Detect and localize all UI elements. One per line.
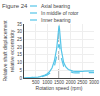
svg-text:2500: 2500	[77, 80, 88, 85]
svg-text:30: 30	[17, 29, 23, 34]
svg-text:35: 35	[17, 22, 23, 27]
svg-text:10: 10	[17, 60, 23, 65]
svg-text:In middle of rotor: In middle of rotor	[41, 10, 79, 16]
svg-text:1500: 1500	[54, 80, 65, 85]
svg-text:Inner bearing: Inner bearing	[41, 17, 71, 23]
svg-text:1000: 1000	[42, 80, 53, 85]
svg-text:2000: 2000	[66, 80, 77, 85]
svg-text:20: 20	[17, 45, 23, 50]
svg-text:Rotation speed (rpm): Rotation speed (rpm)	[36, 85, 83, 91]
svg-text:Axial bearing: Axial bearing	[41, 3, 70, 9]
svg-text:Relative shaft displacementrel: Relative shaft displacementrelative ecce…	[2, 20, 15, 82]
svg-text:25: 25	[17, 37, 23, 42]
svg-text:500: 500	[32, 80, 40, 85]
svg-text:15: 15	[17, 52, 23, 57]
svg-text:5: 5	[20, 68, 23, 73]
svg-text:0: 0	[20, 76, 23, 81]
svg-text:3000: 3000	[89, 80, 100, 85]
svg-text:Figure 24: Figure 24	[2, 3, 28, 9]
